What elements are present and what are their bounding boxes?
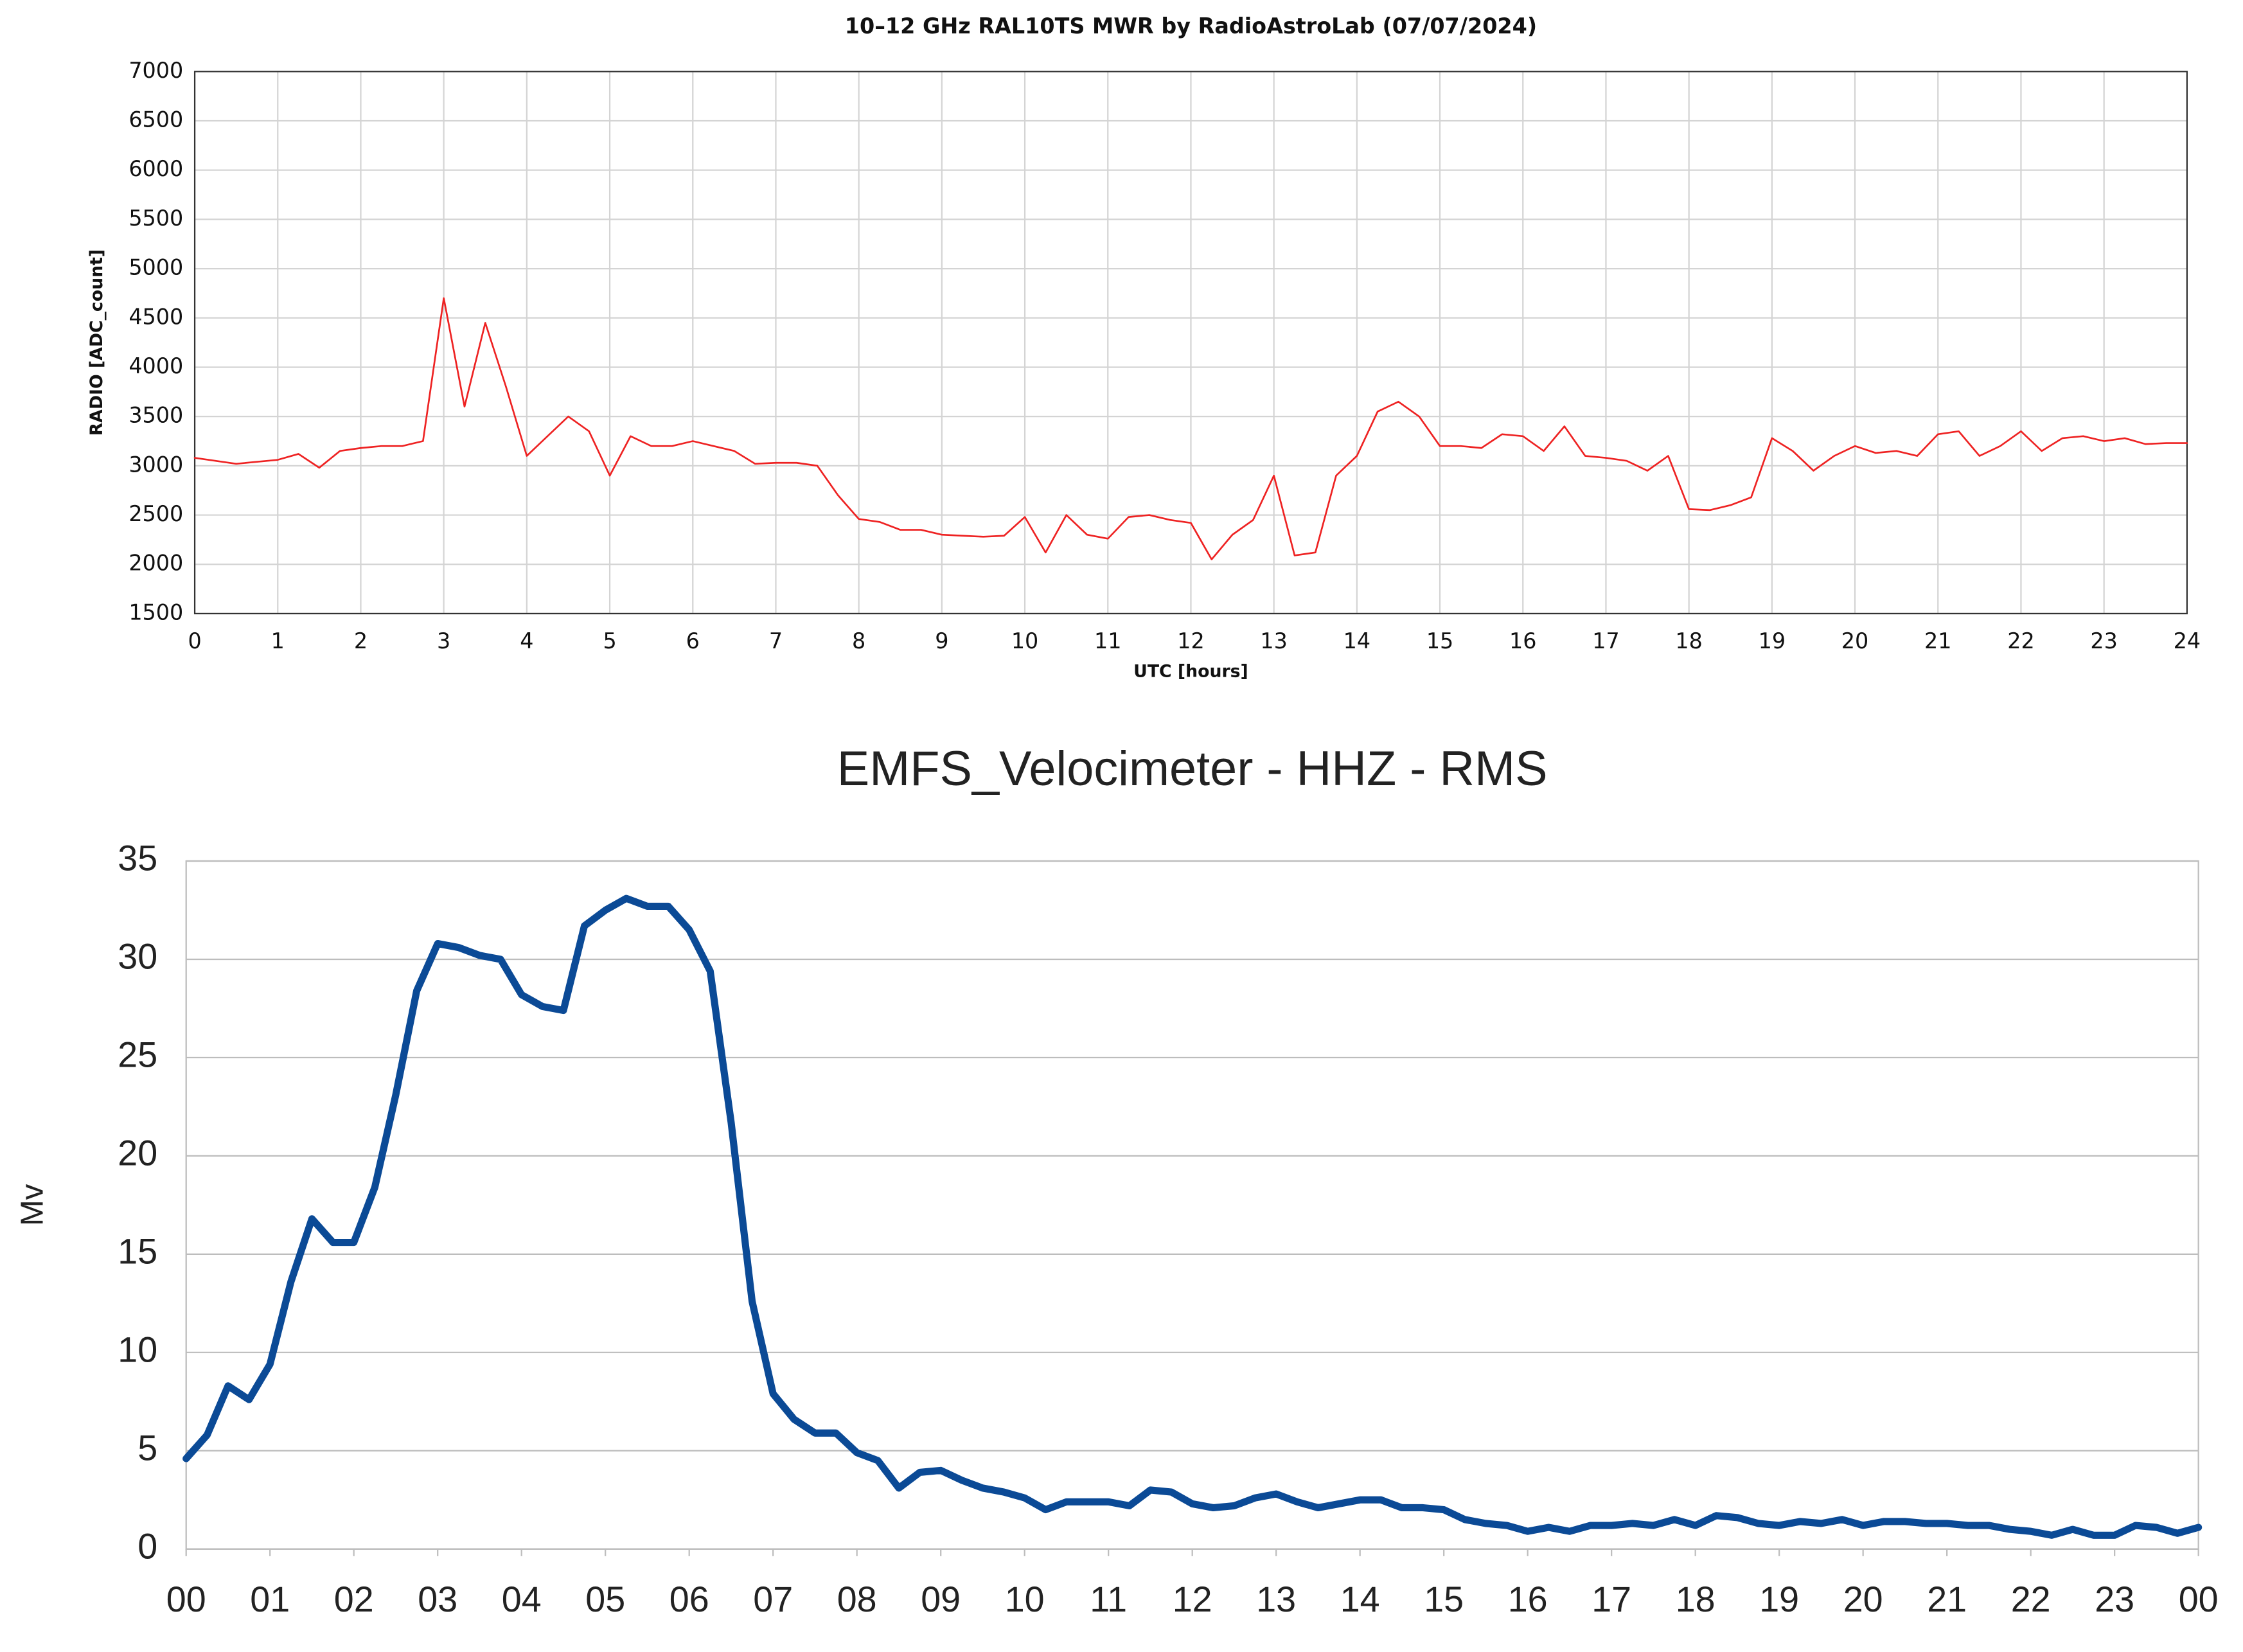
chart-title: EMFS_Velocimeter - HHZ - RMS xyxy=(837,742,1548,796)
data-line xyxy=(193,297,2188,560)
x-tick-label: 20 xyxy=(1843,1579,1883,1619)
y-tick-label: 1500 xyxy=(129,600,183,625)
plot-frame xyxy=(193,71,2188,615)
x-tick-label: 16 xyxy=(1508,1579,1548,1619)
x-tick-label: 4 xyxy=(520,628,533,653)
x-tick-label: 12 xyxy=(1177,628,1204,653)
x-tick-label: 11 xyxy=(1090,1579,1127,1619)
x-tick-label: 20 xyxy=(1841,628,1868,653)
x-tick-label: 8 xyxy=(852,628,865,653)
x-tick-label: 11 xyxy=(1094,628,1121,653)
x-tick-label: 24 xyxy=(2174,628,2201,653)
y-tick-label: 35 xyxy=(118,839,157,878)
y-tick-label: 3500 xyxy=(129,403,183,428)
velocimeter-chart: EMFS_Velocimeter - HHZ - RMS051015202530… xyxy=(15,742,2219,1619)
x-tick-label: 9 xyxy=(935,628,948,653)
y-tick-label: 5500 xyxy=(129,206,183,231)
y-tick-label: 25 xyxy=(118,1035,157,1075)
y-tick-label: 4000 xyxy=(129,353,183,378)
radio-chart: 10–12 GHz RAL10TS MWR by RadioAstroLab (… xyxy=(87,13,2201,682)
x-tick-label: 02 xyxy=(334,1579,374,1619)
x-tick-label: 21 xyxy=(1927,1579,1967,1619)
x-tick-label: 17 xyxy=(1591,1579,1631,1619)
x-tick-label: 0 xyxy=(188,628,201,653)
x-tick-label: 14 xyxy=(1340,1579,1380,1619)
x-tick-label: 6 xyxy=(686,628,700,653)
x-tick-label: 22 xyxy=(2011,1579,2051,1619)
y-tick-label: 2500 xyxy=(129,501,183,526)
x-tick-label: 3 xyxy=(437,628,450,653)
y-tick-label: 5000 xyxy=(129,255,183,280)
plot-frame xyxy=(185,860,2199,1550)
y-tick-label: 3000 xyxy=(129,452,183,477)
x-tick-label: 15 xyxy=(1426,628,1453,653)
x-tick-label: 10 xyxy=(1011,628,1038,653)
x-tick-label: 17 xyxy=(1592,628,1619,653)
y-tick-label: 15 xyxy=(118,1232,157,1272)
x-tick-label: 19 xyxy=(1759,1579,1799,1619)
x-tick-label: 03 xyxy=(418,1579,457,1619)
y-axis-label: Mv xyxy=(15,1184,50,1226)
y-tick-label: 7000 xyxy=(129,58,183,83)
x-axis-label: UTC [hours] xyxy=(1133,662,1248,682)
x-tick-label: 09 xyxy=(921,1579,961,1619)
y-tick-label: 6000 xyxy=(129,156,183,181)
x-tick-label: 18 xyxy=(1675,628,1702,653)
y-axis-label: RADIO [ADC_count] xyxy=(87,249,107,436)
x-tick-label: 16 xyxy=(1509,628,1536,653)
x-tick-label: 23 xyxy=(2095,1579,2134,1619)
x-tick-label: 06 xyxy=(669,1579,709,1619)
x-tick-label: 1 xyxy=(271,628,285,653)
x-tick-label: 13 xyxy=(1256,1579,1296,1619)
x-tick-label: 14 xyxy=(1343,628,1370,653)
chart-title: 10–12 GHz RAL10TS MWR by RadioAstroLab (… xyxy=(845,13,1537,39)
x-tick-label: 5 xyxy=(603,628,616,653)
x-tick-label: 18 xyxy=(1676,1579,1715,1619)
x-tick-label: 10 xyxy=(1005,1579,1045,1619)
y-tick-label: 10 xyxy=(118,1330,157,1370)
y-tick-label: 30 xyxy=(118,937,157,977)
x-tick-label: 7 xyxy=(769,628,783,653)
x-tick-label: 22 xyxy=(2007,628,2034,653)
x-tick-label: 2 xyxy=(354,628,368,653)
y-tick-label: 5 xyxy=(137,1428,157,1468)
y-tick-label: 0 xyxy=(137,1526,157,1566)
x-tick-label: 23 xyxy=(2090,628,2117,653)
x-tick-label: 12 xyxy=(1173,1579,1212,1619)
y-tick-label: 2000 xyxy=(129,551,183,576)
x-tick-label: 00 xyxy=(2179,1579,2219,1619)
x-tick-label: 08 xyxy=(837,1579,877,1619)
x-tick-label: 00 xyxy=(166,1579,206,1619)
x-tick-label: 15 xyxy=(1424,1579,1464,1619)
y-tick-label: 4500 xyxy=(129,304,183,329)
x-tick-label: 21 xyxy=(1924,628,1951,653)
x-tick-label: 01 xyxy=(250,1579,290,1619)
x-tick-label: 04 xyxy=(502,1579,542,1619)
y-tick-label: 6500 xyxy=(129,107,183,132)
x-tick-label: 07 xyxy=(753,1579,793,1619)
data-line xyxy=(182,894,2203,1539)
x-tick-label: 19 xyxy=(1759,628,1786,653)
x-tick-label: 05 xyxy=(585,1579,625,1619)
y-tick-label: 20 xyxy=(118,1133,157,1173)
x-tick-label: 13 xyxy=(1260,628,1287,653)
